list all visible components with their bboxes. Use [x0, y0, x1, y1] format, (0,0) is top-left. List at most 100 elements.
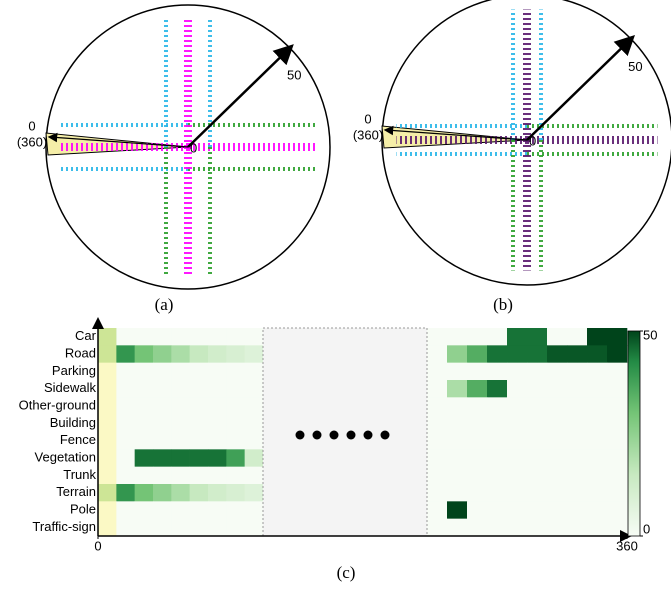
heatmap-cell: [587, 380, 607, 398]
heatmap-cell: [567, 467, 587, 485]
heatmap-cell: [116, 415, 135, 433]
heatmap-cell: [567, 501, 587, 519]
ellipsis-dot: [313, 431, 322, 440]
y-tick-label: Car: [75, 328, 97, 343]
heatmap-cell: [547, 432, 567, 450]
heatmap-cell: [447, 432, 467, 450]
heatmap-cell: [116, 467, 135, 485]
heatmap-cell: [226, 345, 245, 363]
heatmap-cell: [487, 449, 507, 467]
polar-panel: 5000(360)(b): [353, 0, 671, 314]
heatmap-cell: [567, 432, 587, 450]
origin-label: 0: [190, 140, 197, 155]
heatmap-cell: [226, 449, 245, 467]
heatmap-cell: [190, 328, 209, 346]
heatmap-cell: [607, 415, 627, 433]
heatmap-cell: [116, 432, 135, 450]
heatmap-cell: [135, 501, 154, 519]
heatmap-cell: [226, 467, 245, 485]
heatmap-cell: [116, 363, 135, 381]
y-tick-label: Parking: [52, 363, 96, 378]
heatmap-cell: [427, 380, 447, 398]
heatmap-cell: [190, 345, 209, 363]
heatmap-cell: [587, 397, 607, 415]
heatmap-cell: [487, 397, 507, 415]
heatmap-cell: [427, 415, 447, 433]
y-tick-label: Road: [65, 345, 96, 360]
heatmap-cell: [427, 449, 447, 467]
heatmap-cell: [567, 519, 587, 537]
origin-label: 0: [529, 133, 536, 148]
heatmap-cell: [607, 345, 627, 363]
heatmap-cell: [208, 484, 227, 502]
heatmap-cell: [190, 519, 209, 537]
heatmap-cell: [135, 519, 154, 537]
heatmap-cell: [153, 363, 172, 381]
heatmap-cell: [135, 467, 154, 485]
range-label: 50: [287, 67, 301, 82]
heatmap-cell: [567, 380, 587, 398]
heatmap-cell: [116, 328, 135, 346]
heatmap-cell: [226, 397, 245, 415]
heatmap-cell: [467, 501, 487, 519]
heatmap-cell: [226, 380, 245, 398]
heatmap-cell: [567, 397, 587, 415]
heatmap-cell: [527, 484, 547, 502]
heatmap-cell: [171, 415, 190, 433]
heatmap-cell: [587, 432, 607, 450]
heatmap-cell: [587, 345, 607, 363]
colorbar-tick-label: 50: [643, 327, 657, 342]
heatmap-cell: [171, 449, 190, 467]
caption: (b): [493, 295, 513, 314]
heatmap-cell: [507, 484, 527, 502]
heatmap-cell: [527, 415, 547, 433]
x-tick-label: 360: [616, 538, 638, 553]
heatmap-cell: [245, 380, 264, 398]
y-tick-label: Building: [50, 415, 96, 430]
heatmap-cell: [547, 449, 567, 467]
heatmap-cell: [190, 432, 209, 450]
heatmap-cell: [135, 328, 154, 346]
y-tick-label: Terrain: [56, 484, 96, 499]
y-tick-label: Trunk: [63, 467, 96, 482]
heatmap-cell: [153, 380, 172, 398]
heatmap-cell: [245, 519, 264, 537]
heatmap-cell: [153, 484, 172, 502]
colorbar: [628, 331, 640, 536]
heatmap-cell: [467, 415, 487, 433]
heatmap-cell: [567, 415, 587, 433]
heatmap-cell: [527, 380, 547, 398]
heatmap-cell: [153, 467, 172, 485]
heatmap-cell: [245, 415, 264, 433]
y-tick-label: Fence: [60, 432, 96, 447]
heatmap-cell: [507, 328, 527, 346]
angle-full-label: (360): [17, 134, 47, 149]
heatmap-cell: [527, 467, 547, 485]
heatmap-cell: [487, 484, 507, 502]
heatmap-cell: [427, 397, 447, 415]
heatmap-cell: [116, 380, 135, 398]
heatmap-cell: [567, 449, 587, 467]
heatmap-cell: [507, 397, 527, 415]
heatmap-cell: [447, 501, 467, 519]
heatmap-cell: [527, 363, 547, 381]
heatmap-cell: [567, 345, 587, 363]
heatmap-cell: [226, 484, 245, 502]
ellipsis-dot: [364, 431, 373, 440]
ellipsis-dot: [347, 431, 356, 440]
heatmap-cell: [487, 467, 507, 485]
heatmap-cell: [135, 397, 154, 415]
heatmap-cell: [447, 345, 467, 363]
heatmap-cell: [527, 501, 547, 519]
heatmap-cell: [427, 345, 447, 363]
y-tick-label: Sidewalk: [44, 380, 97, 395]
ellipsis-dot: [330, 431, 339, 440]
omitted-region: [263, 328, 427, 536]
heatmap-cell: [226, 432, 245, 450]
heatmap-cell: [527, 432, 547, 450]
heatmap-cell: [427, 467, 447, 485]
heatmap-cell: [153, 345, 172, 363]
heatmap-cell: [171, 484, 190, 502]
